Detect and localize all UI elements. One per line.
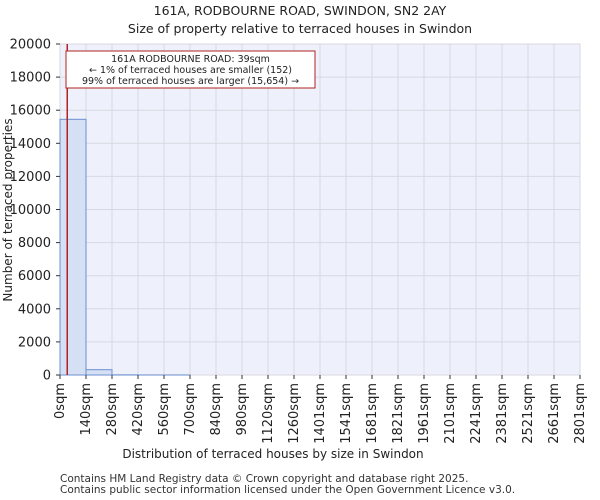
x-tick-label: 2801sqm bbox=[573, 383, 588, 444]
x-tick-label: 1961sqm bbox=[417, 383, 432, 444]
x-tick-label: 840sqm bbox=[209, 383, 224, 436]
x-tick-label: 2521sqm bbox=[521, 383, 536, 444]
y-tick-label: 2000 bbox=[18, 335, 51, 350]
x-tick-label: 1401sqm bbox=[313, 383, 328, 444]
x-tick-label: 2101sqm bbox=[443, 383, 458, 444]
gridlines bbox=[59, 43, 581, 376]
y-tick-label: 18000 bbox=[10, 71, 51, 86]
annotation-line-2: ← 1% of terraced houses are smaller (152… bbox=[89, 65, 292, 76]
x-axis-label: Distribution of terraced houses by size … bbox=[122, 447, 423, 461]
x-tick-label: 280sqm bbox=[105, 383, 120, 436]
x-tick-label: 2381sqm bbox=[495, 383, 510, 444]
annotation-box: 161A RODBOURNE ROAD: 39sqm ← 1% of terra… bbox=[65, 50, 316, 89]
chart-subtitle: Size of property relative to terraced ho… bbox=[127, 21, 473, 36]
y-tick-label: 12000 bbox=[10, 170, 51, 185]
y-tick-label: 8000 bbox=[18, 236, 51, 251]
bars bbox=[59, 118, 191, 376]
bar-0sqm bbox=[59, 118, 87, 376]
x-tick-label: 1681sqm bbox=[365, 383, 380, 444]
x-tick-label: 1260sqm bbox=[287, 383, 302, 444]
y-tick-label: 14000 bbox=[10, 137, 51, 152]
y-axis-ticks: 0 2000 4000 6000 8000 10000 12000 14000 16000 180… bbox=[10, 38, 60, 384]
y-tick-label: 4000 bbox=[18, 302, 51, 317]
y-tick-label: 20000 bbox=[10, 38, 51, 53]
y-tick-label: 10000 bbox=[10, 203, 51, 218]
x-tick-label: 140sqm bbox=[79, 383, 94, 436]
annotation-line-3: 99% of terraced houses are larger (15,65… bbox=[82, 76, 299, 87]
annotation-frame bbox=[65, 50, 316, 89]
y-tick-label: 16000 bbox=[10, 104, 51, 119]
x-tick-label: 1541sqm bbox=[339, 383, 354, 444]
x-tick-label: 1120sqm bbox=[261, 383, 276, 444]
x-tick-label: 2241sqm bbox=[469, 383, 484, 444]
x-tick-label: 700sqm bbox=[183, 383, 198, 436]
x-tick-label: 2661sqm bbox=[547, 383, 562, 444]
y-tick-label: 0 bbox=[43, 369, 51, 384]
x-axis-ticks: 0sqm 140sqm 280sqm 420sqm 560sqm 700sqm 840sqm… bbox=[53, 375, 588, 444]
y-axis-label: Number of terraced properties bbox=[1, 118, 15, 301]
x-tick-label: 420sqm bbox=[131, 383, 146, 436]
x-tick-label: 0sqm bbox=[53, 383, 68, 419]
footer-licence: Contains public sector information licen… bbox=[60, 484, 516, 496]
footer-copyright: Contains HM Land Registry data © Crown c… bbox=[60, 473, 469, 485]
x-tick-label: 560sqm bbox=[157, 383, 172, 436]
x-tick-label: 1821sqm bbox=[391, 383, 406, 444]
bar-140sqm bbox=[85, 369, 113, 376]
annotation-line-1: 161A RODBOURNE ROAD: 39sqm bbox=[111, 54, 270, 65]
chart-title: 161A, RODBOURNE ROAD, SWINDON, SN2 2AY bbox=[153, 3, 447, 18]
y-tick-label: 6000 bbox=[18, 269, 51, 284]
x-tick-label: 980sqm bbox=[235, 383, 250, 436]
